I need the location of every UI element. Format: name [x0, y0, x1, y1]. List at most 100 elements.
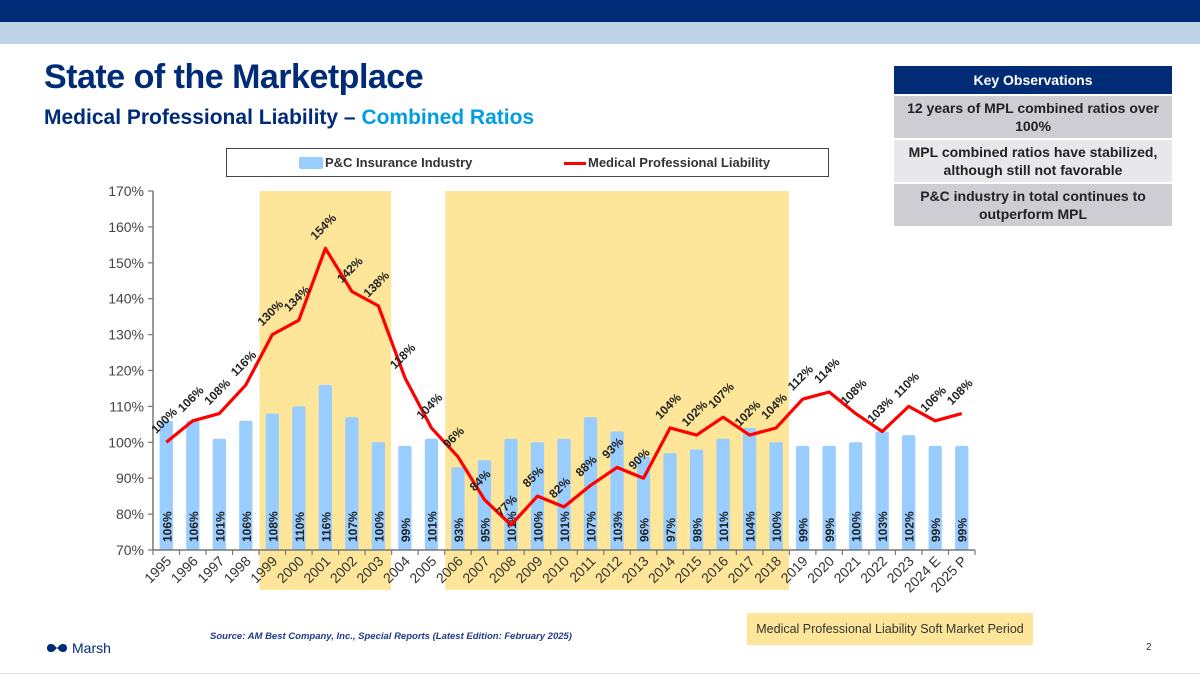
bar-pc-2020	[822, 445, 836, 550]
y-tick-label: 150%	[108, 255, 144, 271]
page-number: 2	[1146, 642, 1152, 653]
bar-value-label: 99%	[399, 518, 413, 542]
bar-value-label: 101%	[505, 511, 519, 542]
bar-pc-2001	[318, 384, 332, 550]
mpl-value-label: 110%	[891, 369, 922, 400]
logo-text: Marsh	[72, 640, 111, 656]
x-tick-label: 2005	[406, 553, 439, 586]
x-tick-label: 1997	[194, 553, 227, 586]
mpl-value-label: 114%	[811, 355, 842, 386]
x-tick-label: 2021	[830, 553, 863, 586]
soft-market-legend: Medical Professional Liability Soft Mark…	[747, 613, 1033, 645]
bar-pc-2018	[769, 442, 783, 550]
bar-value-label: 100%	[770, 511, 784, 542]
bar-value-label: 99%	[956, 518, 970, 542]
bar-pc-2005	[424, 438, 439, 550]
observation-item: 12 years of MPL combined ratios over 100…	[894, 96, 1172, 138]
bar-value-label: 106%	[160, 511, 174, 542]
bar-pc-2016	[716, 438, 730, 550]
bar-value-label: 101%	[425, 511, 439, 542]
bar-value-label: 98%	[691, 518, 705, 542]
bar-pc-2003	[371, 442, 386, 550]
bar-value-label: 108%	[266, 511, 280, 542]
y-tick-label: 140%	[108, 291, 144, 307]
bar-pc-2002	[345, 417, 359, 550]
mpl-value-label: 108%	[838, 376, 870, 408]
header-band-dark	[0, 0, 1200, 22]
key-observations-panel: Key Observations 12 years of MPL combine…	[894, 66, 1172, 226]
y-tick-label: 90%	[116, 470, 144, 486]
bar-value-label: 99%	[797, 518, 811, 542]
bar-value-label: 100%	[850, 511, 864, 542]
bar-pc-2023	[902, 435, 916, 550]
bar-value-label: 101%	[717, 511, 731, 542]
bar-value-label: 96%	[638, 518, 652, 542]
x-tick-label: 2020	[804, 553, 837, 586]
bar-pc-2010	[557, 438, 571, 550]
y-tick-label: 130%	[108, 327, 144, 343]
marsh-logo-icon	[47, 643, 67, 653]
bar-pc-1996	[186, 420, 200, 550]
bar-value-label: 101%	[213, 511, 227, 542]
y-tick-label: 160%	[108, 219, 144, 235]
page-subtitle: Medical Professional Liability – Combine…	[44, 106, 534, 130]
bar-pc-1997	[212, 438, 226, 550]
y-tick-label: 70%	[116, 542, 144, 558]
mpl-value-label: 116%	[228, 348, 259, 379]
bar-value-label: 116%	[319, 512, 333, 542]
y-tick-label: 80%	[116, 506, 144, 522]
footer-divider	[0, 673, 1200, 674]
page-title: State of the Marketplace	[44, 58, 424, 96]
x-tick-label: 1998	[221, 553, 254, 586]
subtitle-accent: Combined Ratios	[361, 106, 535, 129]
source-note: Source: AM Best Company, Inc., Special R…	[210, 631, 572, 642]
x-tick-label: 2022	[857, 553, 890, 586]
bar-pc-2025P	[955, 445, 969, 550]
bar-value-label: 99%	[929, 518, 943, 542]
y-tick-label: 100%	[108, 434, 144, 450]
mpl-value-label: 108%	[944, 376, 976, 408]
bar-pc-2022	[875, 431, 889, 550]
chart-legend: P&C Insurance Industry Medical Professio…	[226, 148, 829, 177]
bar-value-label: 95%	[478, 518, 492, 542]
bar-value-label: 102%	[903, 511, 917, 542]
bar-pc-1998	[239, 420, 253, 550]
bar-value-label: 106%	[240, 511, 254, 542]
bar-value-label: 100%	[531, 511, 545, 542]
key-observations-heading: Key Observations	[894, 66, 1172, 94]
subtitle-main: Medical Professional Liability –	[44, 106, 362, 129]
bar-pc-2017	[742, 427, 757, 550]
legend-swatch-bar	[299, 157, 323, 169]
mpl-value-label: 104%	[414, 390, 446, 422]
bar-value-label: 104%	[744, 511, 758, 542]
bar-value-label: 100%	[372, 511, 386, 542]
bar-value-label: 106%	[187, 511, 201, 542]
bar-pc-2004	[398, 445, 412, 550]
legend-label-pc: P&C Insurance Industry	[325, 155, 473, 170]
bar-value-label: 101%	[558, 511, 572, 542]
bar-value-label: 97%	[664, 518, 678, 542]
observation-item: MPL combined ratios have stabilized, alt…	[894, 140, 1172, 182]
bar-value-label: 110%	[293, 512, 307, 542]
bar-value-label: 99%	[823, 518, 837, 542]
bar-pc-2012	[610, 431, 624, 550]
y-tick-label: 120%	[108, 363, 144, 379]
y-tick-label: 110%	[109, 398, 144, 414]
bar-pc-1999	[265, 413, 279, 550]
marsh-logo: Marsh	[46, 640, 111, 656]
legend-label-mpl: Medical Professional Liability	[588, 155, 771, 170]
y-tick-label: 170%	[108, 183, 144, 199]
bar-pc-2006	[451, 467, 465, 550]
bar-pc-2007	[477, 460, 492, 550]
bar-pc-2015	[689, 449, 704, 550]
bar-pc-2000	[292, 406, 306, 550]
bar-pc-2021	[849, 442, 863, 550]
bar-value-label: 107%	[346, 511, 360, 542]
bar-value-label: 103%	[876, 511, 890, 542]
observation-item: P&C industry in total continues to outpe…	[894, 184, 1172, 226]
header-band-light	[0, 22, 1200, 44]
bar-pc-2013	[636, 456, 651, 550]
bar-pc-1995	[159, 420, 173, 550]
bar-value-label: 93%	[452, 518, 466, 542]
